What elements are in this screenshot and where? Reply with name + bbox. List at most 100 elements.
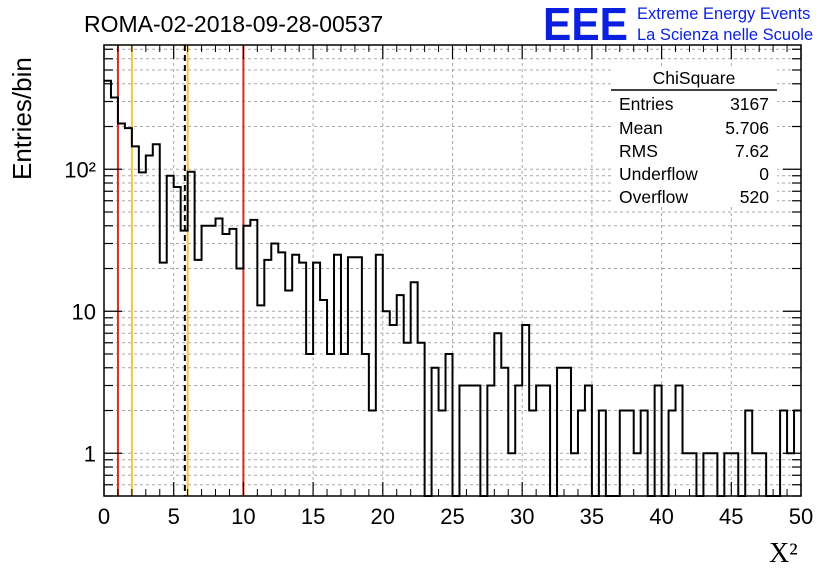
stats-row-overflow: Overflow 520 — [619, 187, 769, 207]
histogram-bin — [362, 354, 369, 496]
y-axis-title: Entries/bin — [7, 57, 37, 180]
stats-row-rms: RMS 7.62 — [619, 141, 769, 161]
histogram-bin — [432, 368, 439, 496]
histogram-bin — [578, 411, 585, 496]
stats-title: ChiSquare — [653, 68, 736, 88]
histogram-bin — [459, 386, 466, 496]
histogram-bin — [669, 411, 676, 496]
x-axis-title: X² — [769, 538, 798, 569]
histogram-bin — [731, 453, 738, 496]
eee-logo-mark: EEE — [543, 0, 628, 50]
histogram-bin — [683, 453, 690, 496]
histogram-bin — [404, 343, 411, 496]
histogram-bin — [243, 226, 250, 496]
histogram-bin — [292, 255, 299, 496]
histogram-bin — [229, 229, 236, 496]
stats-label: RMS — [619, 141, 658, 161]
histogram-bin — [111, 98, 118, 496]
histogram-bin — [285, 291, 292, 496]
histogram-bin — [724, 453, 731, 496]
histogram-bin — [209, 226, 216, 496]
histogram-bin — [188, 172, 195, 496]
histogram-bin — [125, 128, 132, 496]
histogram-bin — [487, 386, 494, 496]
histogram-bin — [745, 411, 752, 496]
histogram-step-line — [104, 79, 801, 497]
histogram-bin — [271, 244, 278, 496]
histogram-bin — [710, 453, 717, 496]
histogram-bin — [689, 453, 696, 496]
stats-row-underflow: Underflow 0 — [619, 164, 769, 184]
histogram-bin — [383, 311, 390, 496]
x-tick-label: 30 — [510, 504, 534, 529]
stats-value: 0 — [759, 164, 769, 184]
x-tick-label: 0 — [98, 504, 110, 529]
histogram-bin — [369, 411, 376, 496]
run-title: ROMA-02-2018-09-28-00537 — [84, 11, 383, 37]
x-tick-label: 35 — [580, 504, 604, 529]
histogram-bin — [202, 226, 209, 496]
histogram-bin — [634, 453, 641, 496]
histogram-bin — [250, 220, 257, 496]
logo-line-2: La Scienza nelle Scuole — [637, 26, 813, 44]
stats-row-entries: Entries 3167 — [619, 94, 769, 114]
histogram-bin — [641, 411, 648, 496]
histogram-bin — [466, 386, 473, 496]
histogram-bin — [348, 257, 355, 496]
stats-label: Mean — [619, 118, 663, 138]
histogram-bin — [306, 354, 313, 496]
histogram-bin — [264, 260, 271, 496]
histogram-bin — [236, 269, 243, 496]
histogram-bin — [473, 386, 480, 496]
x-tick-label: 25 — [440, 504, 464, 529]
histogram-bin — [627, 411, 634, 496]
x-tick-label: 10 — [231, 504, 255, 529]
histogram-bin — [181, 231, 188, 496]
histogram-bin — [139, 172, 146, 496]
histogram-bin — [313, 263, 320, 496]
histogram-bin — [320, 300, 327, 496]
histogram-bin — [759, 453, 766, 496]
histogram-bin — [655, 386, 662, 496]
histogram-bin — [508, 453, 515, 496]
stats-value: 7.62 — [735, 141, 769, 161]
histogram-bin — [132, 146, 139, 496]
y-tick-labels: 1 10 10² — [64, 157, 96, 466]
histogram-bin — [397, 295, 404, 496]
histogram-bin — [501, 368, 508, 496]
histogram-bin — [703, 453, 710, 496]
histogram-bin — [564, 368, 571, 496]
histogram-bin — [257, 305, 264, 496]
stats-value: 5.706 — [725, 118, 769, 138]
stats-label: Entries — [619, 94, 674, 114]
histogram-bin — [299, 263, 306, 496]
x-tick-label: 5 — [168, 504, 180, 529]
x-tick-labels: 0 5 10 15 20 25 30 35 40 45 50 — [98, 504, 813, 529]
histogram-bin — [104, 81, 111, 496]
stats-row-mean: Mean 5.706 — [619, 118, 769, 138]
histogram-bin — [522, 325, 529, 496]
histogram-bin — [599, 411, 606, 496]
stats-value: 520 — [740, 187, 769, 207]
histogram-bin — [222, 234, 229, 496]
y-tick-label: 10² — [64, 157, 96, 182]
x-tick-label: 40 — [649, 504, 673, 529]
histogram-bin — [557, 368, 564, 496]
histogram-bin — [494, 333, 501, 496]
histogram-bin — [752, 453, 759, 496]
y-tick-label: 10 — [72, 299, 96, 324]
histogram-bin — [620, 411, 627, 496]
axis-ticks — [103, 45, 802, 497]
histogram-bin — [446, 354, 453, 496]
logo-line-1: Extreme Energy Events — [637, 5, 810, 23]
histogram-bin — [327, 354, 334, 496]
y-tick-label: 1 — [84, 441, 96, 466]
x-tick-label: 50 — [789, 504, 813, 529]
histogram-bin — [146, 155, 153, 496]
stats-label: Overflow — [619, 187, 688, 207]
histogram-bin — [390, 325, 397, 496]
histogram-bin — [571, 453, 578, 496]
histogram-bin — [216, 219, 223, 496]
stats-box: ChiSquare Entries 3167 Mean 5.706 RMS 7.… — [611, 66, 777, 207]
